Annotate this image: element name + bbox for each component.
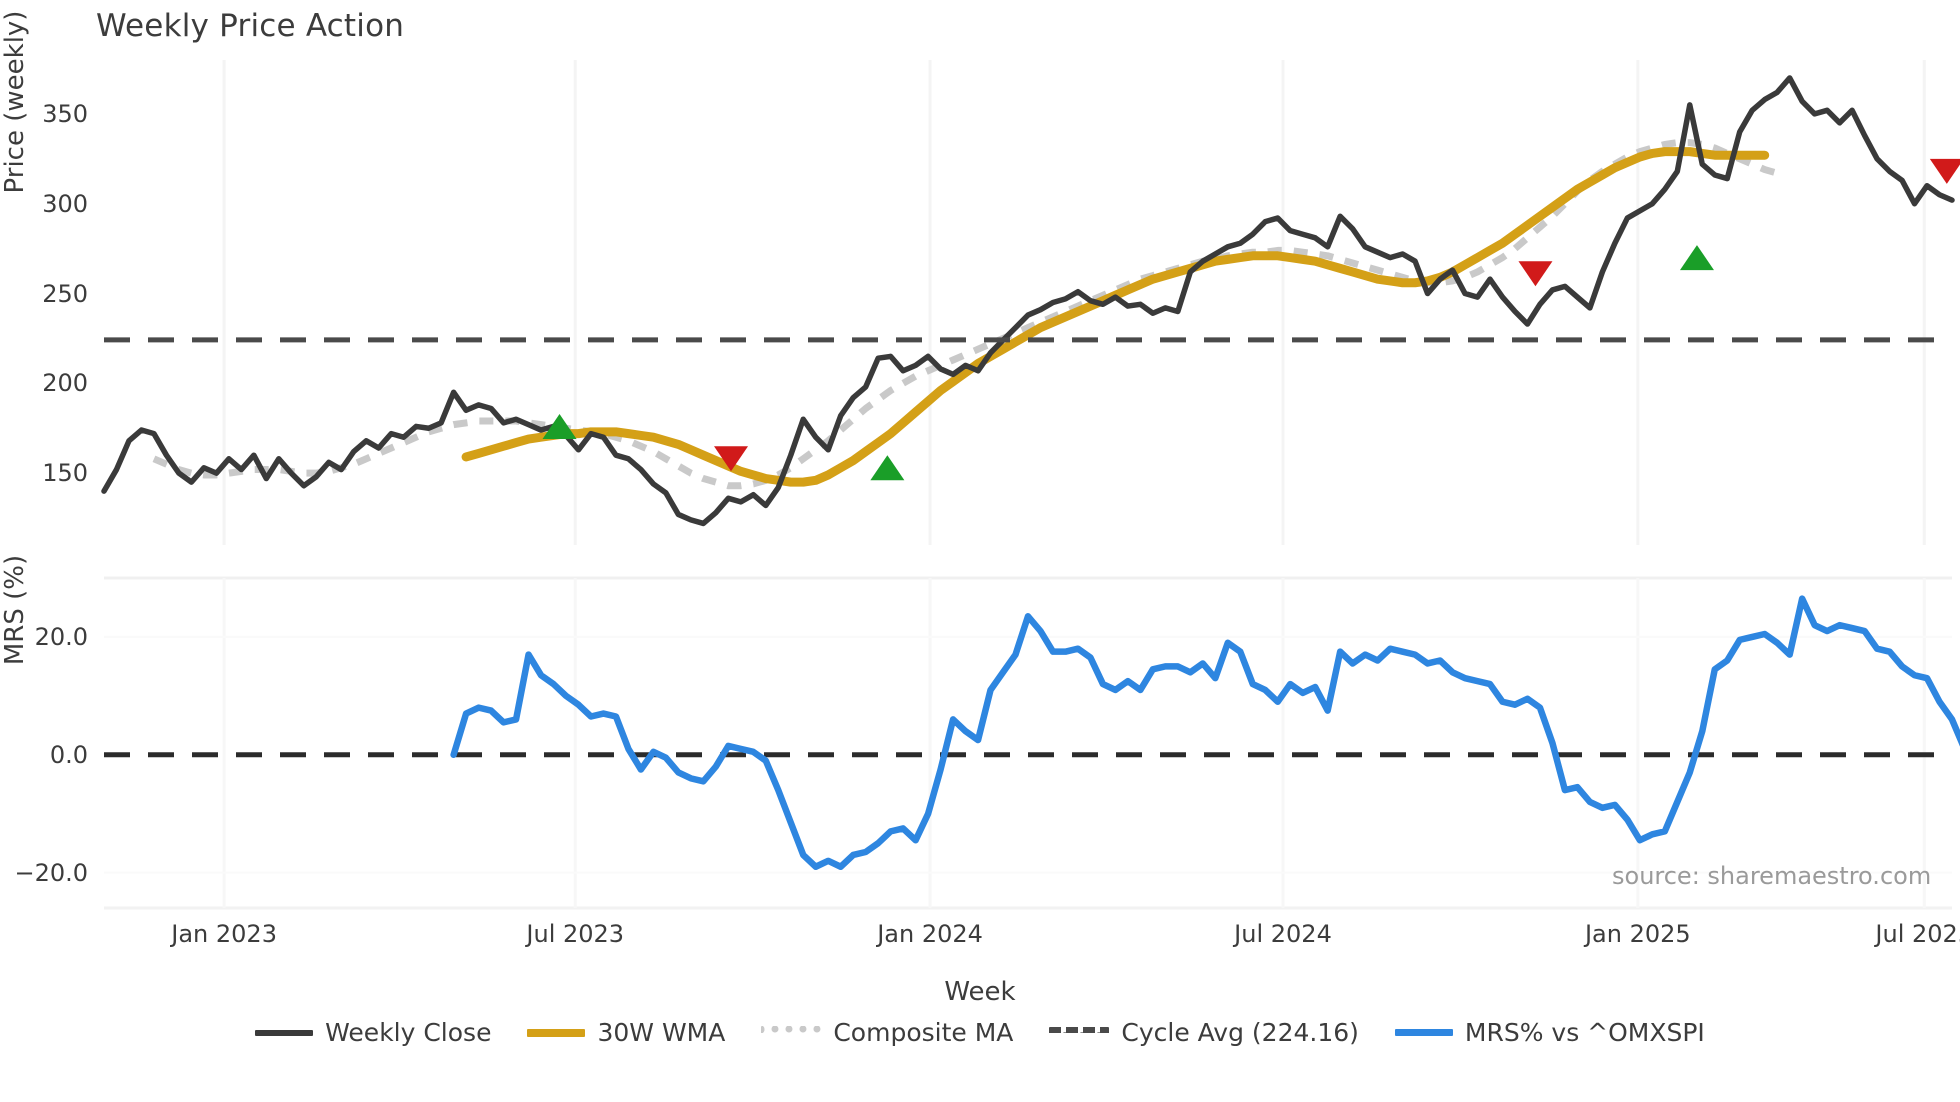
legend-item-2[interactable]: Composite MA bbox=[761, 1018, 1013, 1047]
mrs-ytick-1: 0.0 bbox=[49, 740, 88, 769]
x-axis-label: Week bbox=[944, 977, 1016, 1007]
price-ytick-0: 150 bbox=[42, 459, 88, 488]
legend-item-0[interactable]: Weekly Close bbox=[255, 1018, 491, 1047]
series-mrs-percent bbox=[450, 595, 1960, 870]
legend-swatch-icon-3 bbox=[1049, 1026, 1110, 1039]
x-tick-3: Jul 2024 bbox=[1234, 920, 1332, 948]
legend-swatch-icon-4 bbox=[1394, 1029, 1453, 1036]
sell-signal-marker-5[interactable] bbox=[1929, 158, 1960, 184]
legend-item-1[interactable]: 30W WMA bbox=[527, 1018, 725, 1047]
sell-signal-marker-1[interactable] bbox=[714, 446, 749, 472]
x-tick-5: Jul 2025 bbox=[1875, 920, 1960, 948]
buy-signal-marker-2[interactable] bbox=[870, 455, 905, 481]
x-tick-2: Jan 2024 bbox=[877, 920, 983, 948]
source-watermark: source: sharemaestro.com bbox=[1612, 862, 1932, 890]
legend-label-2: Composite MA bbox=[833, 1018, 1014, 1047]
legend-label-1: 30W WMA bbox=[597, 1018, 726, 1047]
legend-label-3: Cycle Avg (224.16) bbox=[1121, 1018, 1359, 1047]
price-ytick-1: 200 bbox=[42, 369, 88, 398]
price-ytick-2: 250 bbox=[42, 279, 88, 308]
x-tick-0: Jan 2023 bbox=[171, 920, 277, 948]
legend-swatch-icon-0 bbox=[255, 1029, 314, 1036]
mrs-ytick-0: 20.0 bbox=[34, 622, 88, 651]
series-30w-wma bbox=[461, 147, 1770, 487]
legend-item-4[interactable]: MRS% vs ^OMXSPI bbox=[1394, 1018, 1705, 1047]
series-weekly-close bbox=[101, 75, 1955, 527]
page-title: Weekly Price Action bbox=[96, 8, 405, 44]
chart-legend: Weekly Close 30W WMA Composite MA Cycle Avg… bbox=[0, 1018, 1960, 1047]
price-ytick-4: 350 bbox=[42, 99, 88, 128]
legend-swatch-icon-2 bbox=[761, 1025, 822, 1040]
legend-swatch-icon-1 bbox=[527, 1028, 586, 1037]
mrs-axis-label: MRS (%) bbox=[0, 554, 30, 666]
legend-label-4: MRS% vs ^OMXSPI bbox=[1464, 1018, 1705, 1047]
sell-signal-marker-3[interactable] bbox=[1518, 261, 1553, 287]
x-tick-4: Jan 2025 bbox=[1584, 920, 1691, 948]
legend-label-0: Weekly Close bbox=[325, 1018, 492, 1047]
price-ytick-3: 300 bbox=[42, 189, 88, 218]
buy-signal-marker-4[interactable] bbox=[1679, 245, 1714, 271]
mrs-ytick-2: −20.0 bbox=[14, 858, 88, 887]
buy-signal-marker-0[interactable] bbox=[542, 413, 577, 439]
x-tick-1: Jul 2023 bbox=[526, 920, 625, 948]
legend-item-3[interactable]: Cycle Avg (224.16) bbox=[1049, 1018, 1359, 1047]
